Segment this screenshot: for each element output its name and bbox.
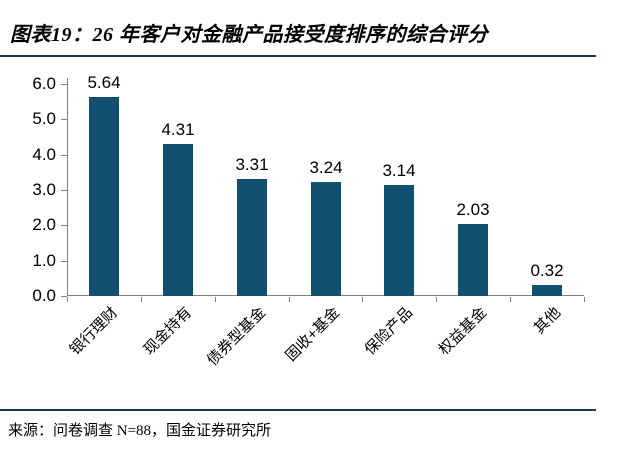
bar <box>384 185 414 296</box>
bar-value-label: 2.03 <box>456 200 490 219</box>
y-axis-tick <box>61 154 67 156</box>
y-axis-tick <box>61 84 67 85</box>
bar <box>458 224 488 296</box>
bar-value-label: 3.31 <box>235 155 269 174</box>
footer-divider <box>0 409 596 411</box>
x-axis-tick <box>584 297 585 302</box>
title-divider <box>0 55 596 57</box>
y-axis-tick <box>61 225 67 227</box>
bar-value-label: 3.24 <box>309 158 343 177</box>
bar-value-label: 3.14 <box>382 161 416 180</box>
x-axis-tick <box>510 297 511 302</box>
x-axis-tick <box>67 297 68 302</box>
y-axis-tick-label: 6.0 <box>32 74 56 93</box>
y-axis-tick <box>61 119 67 121</box>
bar <box>237 179 267 296</box>
bar <box>163 144 193 296</box>
bar-value-label: 4.31 <box>161 120 195 139</box>
bar-value-label: 5.64 <box>87 73 121 92</box>
y-axis-tick <box>61 190 67 191</box>
y-axis-tick-label: 2.0 <box>32 215 56 235</box>
x-axis-tick <box>362 297 363 302</box>
x-axis-tick <box>436 297 437 302</box>
bar-value-label: 0.32 <box>530 261 564 280</box>
x-axis-tick <box>215 297 216 302</box>
y-axis-tick-label: 0.0 <box>32 286 56 305</box>
y-axis-tick <box>61 260 67 262</box>
bar <box>532 285 562 296</box>
y-axis-tick-label: 3.0 <box>32 180 56 199</box>
x-axis-tick <box>141 297 142 302</box>
x-axis-tick <box>289 297 290 302</box>
source-note: 来源：问卷调查 N=88，国金证券研究所 <box>8 423 272 439</box>
y-axis-tick-label: 5.0 <box>32 109 56 129</box>
bar <box>89 97 119 296</box>
bar-chart: 0.0 1.0 2.0 3.0 4.0 5.0 6.0 5.64 银行理财 4.31 现金持有 3.3… <box>32 73 585 369</box>
bar <box>311 182 341 296</box>
y-axis-tick-label: 1.0 <box>32 250 56 270</box>
y-axis-tick-label: 4.0 <box>32 144 56 164</box>
figure-title: 图表19：26 年客户对金融产品接受度排序的综合评分 <box>10 24 488 46</box>
y-axis-tick <box>61 296 67 297</box>
